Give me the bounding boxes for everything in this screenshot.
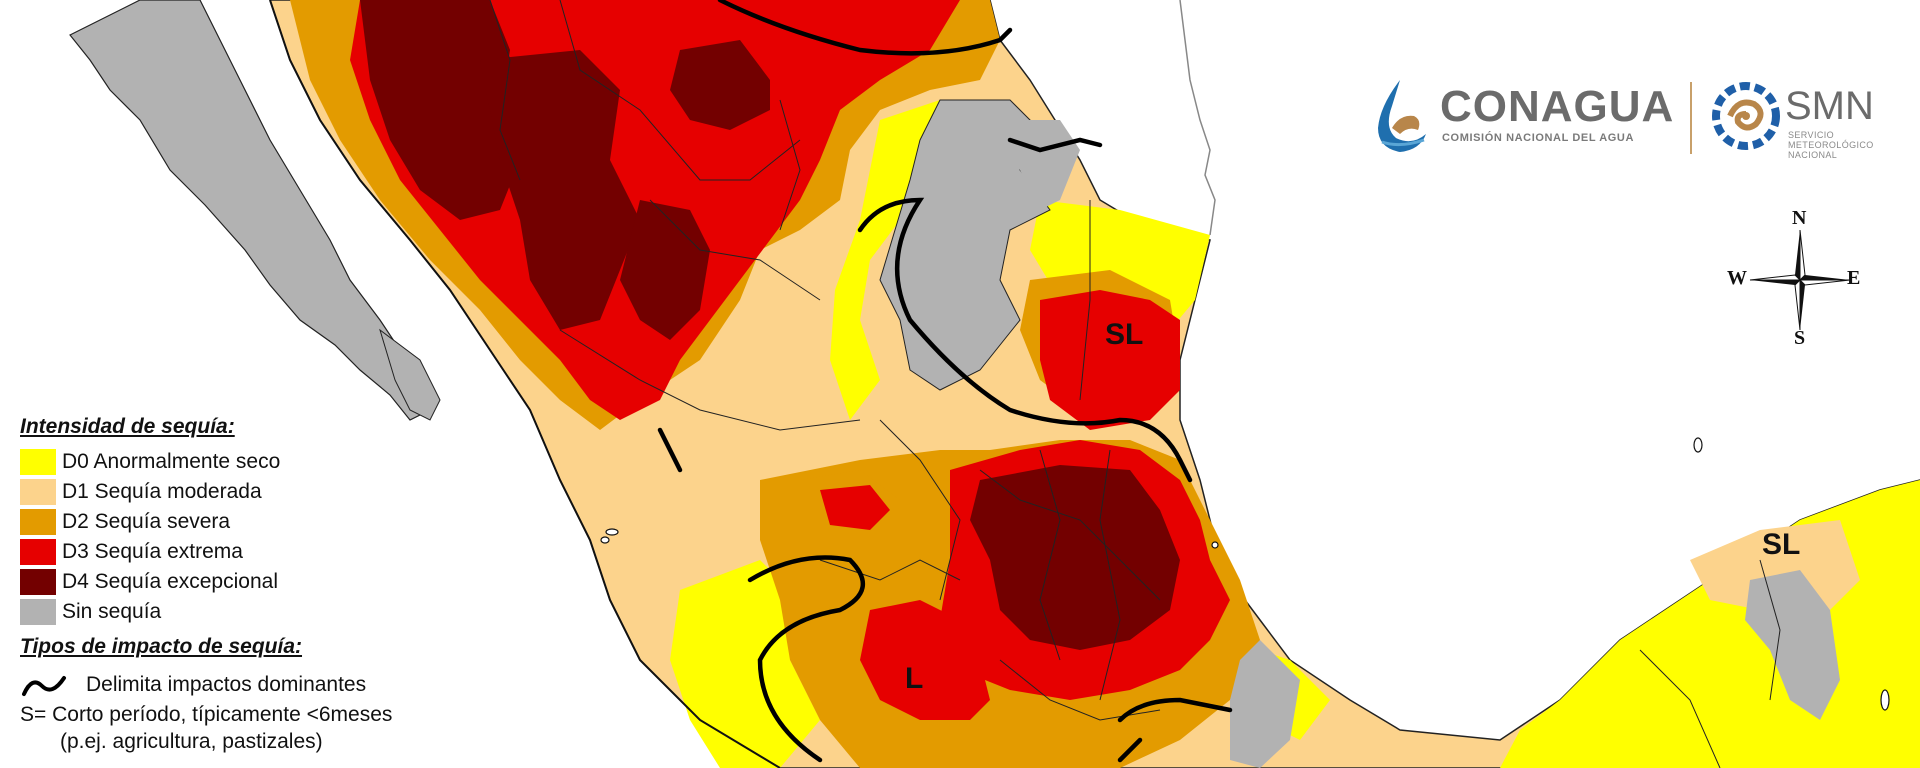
legend-swatch	[20, 509, 56, 535]
legend-swatch	[20, 569, 56, 595]
legend-label: D4 Sequía excepcional	[62, 570, 278, 593]
legend-item-d1: D1 Sequía moderada	[20, 477, 490, 507]
legend-label: D2 Sequía severa	[62, 510, 231, 533]
d4-north-b	[480, 50, 640, 330]
legend-item-d3: D3 Sequía extrema	[20, 537, 490, 567]
pacific-coastline	[269, 0, 781, 768]
smn-logo-icon	[1712, 82, 1780, 150]
baja-california	[69, 0, 431, 421]
islands	[600, 437, 1890, 711]
legend-swatch	[20, 599, 56, 625]
baja-south-tip	[379, 328, 441, 421]
legend-item-d0: D0 Anormalmente seco	[20, 447, 490, 477]
label-sl-yucatan: SL	[1762, 528, 1801, 561]
legend-label: D1 Sequía moderada	[62, 480, 262, 503]
d4-center	[970, 465, 1180, 650]
label-sl-northeast: SL	[1105, 318, 1144, 351]
legend-item-none: Sin sequía	[20, 597, 490, 627]
legend-swatch	[20, 479, 56, 505]
legend-title: Intensidad de sequía:	[20, 415, 235, 438]
compass-e: E	[1847, 267, 1861, 289]
logo-divider	[1690, 82, 1692, 154]
impact-s-line1: S= Corto período, típicamente <6meses	[20, 703, 393, 726]
d3-small-west	[820, 485, 890, 530]
state-boundaries	[489, 0, 1781, 768]
smn-wordmark: SMN	[1785, 84, 1874, 128]
d4-north-d	[670, 40, 770, 130]
smn-subtitle: SERVICIO METEOROLÓGICO NACIONAL	[1788, 130, 1874, 160]
compass-star-icon	[1749, 229, 1851, 331]
no-drought-gulf-strip	[1230, 640, 1300, 768]
legend-label: D0 Anormalmente seco	[62, 450, 281, 473]
legend-item-d2: D2 Sequía severa	[20, 507, 490, 537]
conagua-wordmark: CONAGUA	[1440, 82, 1675, 131]
d0-yucatan	[1500, 480, 1920, 768]
compass-rose: N S W E	[1727, 207, 1865, 349]
map-legend: Intensidad de sequía: D0 Anormalmente se…	[20, 415, 490, 755]
legend-swatch	[20, 539, 56, 565]
impact-line-icon	[22, 676, 66, 696]
legend-label: Sin sequía	[62, 600, 162, 623]
impact-line-label: Delimita impactos dominantes	[86, 673, 367, 696]
legend-item-d4: D4 Sequía excepcional	[20, 567, 490, 597]
logos: CONAGUA COMISIÓN NACIONAL DEL AGUA SMN S…	[1370, 70, 1910, 170]
impact-line-row: Delimita impactos dominantes	[20, 669, 490, 701]
legend-label: D3 Sequía extrema	[62, 540, 243, 563]
d3-northeast	[1040, 290, 1180, 430]
us-coastline	[1179, 0, 1216, 236]
d3-west-l	[860, 600, 990, 720]
d4-north-a	[360, 0, 520, 220]
label-l-west: L	[905, 662, 924, 695]
impact-title: Tipos de impacto de sequía:	[20, 635, 303, 658]
conagua-subtitle: COMISIÓN NACIONAL DEL AGUA	[1442, 132, 1635, 144]
compass-n: N	[1792, 207, 1807, 229]
d4-north-c	[620, 200, 710, 340]
compass-w: W	[1727, 267, 1747, 289]
compass-s: S	[1794, 327, 1806, 349]
impact-boundaries	[657, 0, 1233, 763]
impact-s-line2: (p.ej. agricultura, pastizales)	[60, 730, 323, 753]
legend-swatch	[20, 449, 56, 475]
no-drought-yucatan	[1745, 570, 1840, 720]
conagua-logo-icon	[1378, 80, 1426, 152]
